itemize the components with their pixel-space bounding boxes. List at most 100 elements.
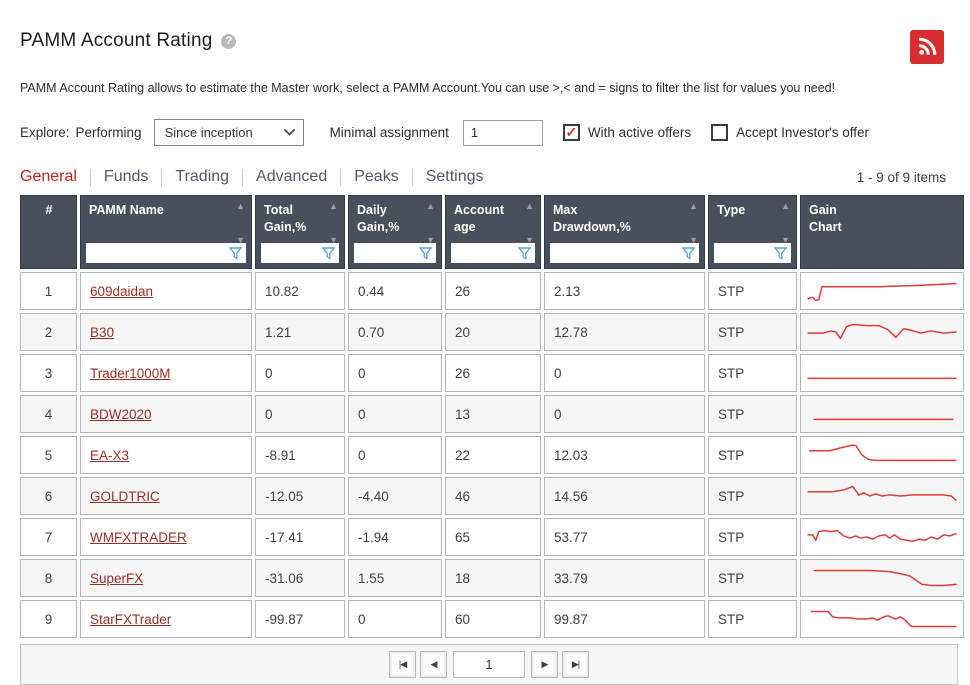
pamm-name-link[interactable]: BDW2020 [90,406,152,422]
pamm-name-link[interactable]: 609daidan [90,283,154,299]
pamm-name-link[interactable]: GOLDTRIC [90,488,160,504]
column-filter-input[interactable] [715,245,774,261]
filter-funnel-icon[interactable] [518,246,531,260]
sort-asc-icon[interactable]: ▲ [329,201,338,211]
gain-sparkline [805,603,959,635]
column-header-total-gain-[interactable]: Total Gain,% ▲ ▼ [255,195,345,269]
sort-asc-icon[interactable]: ▲ [236,201,245,211]
account-age-cell: 65 [445,518,541,556]
column-label: Total Gain,% [264,203,307,234]
type-cell: STP [708,518,797,556]
pamm-name-cell: 609daidan [80,272,252,310]
type-cell: STP [708,477,797,515]
last-page-button[interactable]: ▶| [562,651,589,678]
page-number-input[interactable] [453,651,525,678]
total-gain-cell: -8.91 [255,436,345,474]
sort-desc-icon[interactable]: ▼ [781,235,790,245]
rss-waves-icon [919,37,937,55]
first-page-button[interactable]: |◀ [389,651,416,678]
table-header: # PAMM Name ▲ ▼ Total Gain,% ▲ ▼ Daily Gain,% ▲ ▼… [20,195,964,269]
pamm-name-cell: EA-X3 [80,436,252,474]
row-number-cell: 7 [20,518,77,556]
column-filter-input[interactable] [355,245,419,261]
column-header-max-drawdown-[interactable]: Max Drawdown,% ▲ ▼ [544,195,705,269]
filter-funnel-icon[interactable] [682,246,695,260]
filter-funnel-icon[interactable] [322,246,335,260]
pamm-name-link[interactable]: Trader1000M [90,365,171,381]
prev-page-button[interactable]: ◀ [420,651,447,678]
minimal-assignment-input[interactable] [462,119,543,146]
tab-separator [242,168,244,186]
table-row: 9 StarFXTrader -99.87 0 60 99.87 STP [20,600,964,638]
table-row: 6 GOLDTRIC -12.05 -4.40 46 14.56 STP [20,477,964,515]
pagination-bar: |◀ ◀ ▶ ▶| [20,644,958,685]
daily-gain-cell: 1.55 [348,559,442,597]
pamm-name-link[interactable]: B30 [90,324,115,340]
sort-asc-icon[interactable]: ▲ [525,201,534,211]
column-filter-input[interactable] [262,245,322,261]
with-active-offers-option[interactable]: ✓ With active offers [562,124,692,141]
column-filter-input[interactable] [87,245,229,261]
pamm-name-link[interactable]: SuperFX [90,570,144,586]
row-number-cell: 3 [20,354,77,392]
filter-funnel-icon[interactable] [419,246,432,260]
type-cell: STP [708,313,797,351]
filter-funnel-icon[interactable] [774,246,787,260]
sort-desc-icon[interactable]: ▼ [329,235,338,245]
next-page-button[interactable]: ▶ [531,651,558,678]
sort-desc-icon[interactable]: ▼ [689,235,698,245]
gain-chart-cell [800,559,964,597]
pamm-name-link[interactable]: EA-X3 [90,447,130,463]
tab-strip: General Funds Trading Advanced Peaks Set… [20,168,497,186]
sort-desc-icon[interactable]: ▼ [236,235,245,245]
tab-general[interactable]: General [20,168,77,185]
period-select[interactable]: Since inception [153,119,304,146]
gain-chart-cell [800,518,964,556]
gain-chart-cell [800,600,964,638]
column-filter-input[interactable] [551,245,682,261]
performing-label: Performing [75,125,142,140]
tab-advanced[interactable]: Advanced [256,168,328,185]
explore-label: Explore: [20,125,70,140]
tab-peaks[interactable]: Peaks [354,168,399,185]
max-drawdown-cell: 12.78 [544,313,705,351]
sort-desc-icon[interactable]: ▼ [426,235,435,245]
account-age-cell: 60 [445,600,541,638]
with-active-offers-label: With active offers [587,125,692,140]
gain-chart-cell [800,436,964,474]
sort-asc-icon[interactable]: ▲ [689,201,698,211]
type-cell: STP [708,600,797,638]
with-active-offers-checkbox[interactable]: ✓ [562,124,580,141]
rss-icon[interactable] [910,30,944,64]
column-filter-input[interactable] [452,245,518,261]
column-header-daily-gain-[interactable]: Daily Gain,% ▲ ▼ [348,195,442,269]
filter-funnel-icon[interactable] [229,246,242,260]
max-drawdown-cell: 99.87 [544,600,705,638]
pamm-name-link[interactable]: StarFXTrader [90,611,172,627]
accept-investors-offer-option[interactable]: Accept Investor's offer [711,124,869,141]
gain-sparkline [805,275,959,307]
sort-asc-icon[interactable]: ▲ [426,201,435,211]
help-icon[interactable]: ? [221,34,237,49]
daily-gain-cell: -1.94 [348,518,442,556]
column-header-pamm-name[interactable]: PAMM Name ▲ ▼ [80,195,252,269]
tab-funds[interactable]: Funds [103,168,149,185]
table-row: 7 WMFXTRADER -17.41 -1.94 65 53.77 STP [20,518,964,556]
max-drawdown-cell: 0 [544,395,705,433]
accept-investors-offer-checkbox[interactable] [711,124,729,141]
sort-desc-icon[interactable]: ▼ [525,235,534,245]
row-number-cell: 2 [20,313,77,351]
total-gain-cell: 0 [255,354,345,392]
type-cell: STP [708,272,797,310]
column-header--: # [20,195,77,269]
tab-settings[interactable]: Settings [425,168,484,185]
tab-separator [340,168,342,186]
column-filter [86,243,246,263]
pamm-name-link[interactable]: WMFXTRADER [90,529,187,545]
column-header-account-age[interactable]: Account age ▲ ▼ [445,195,541,269]
gain-sparkline [805,439,959,471]
tab-separator [411,168,413,186]
sort-asc-icon[interactable]: ▲ [781,201,790,211]
tab-trading[interactable]: Trading [175,168,230,185]
column-header-type[interactable]: Type ▲ ▼ [708,195,797,269]
